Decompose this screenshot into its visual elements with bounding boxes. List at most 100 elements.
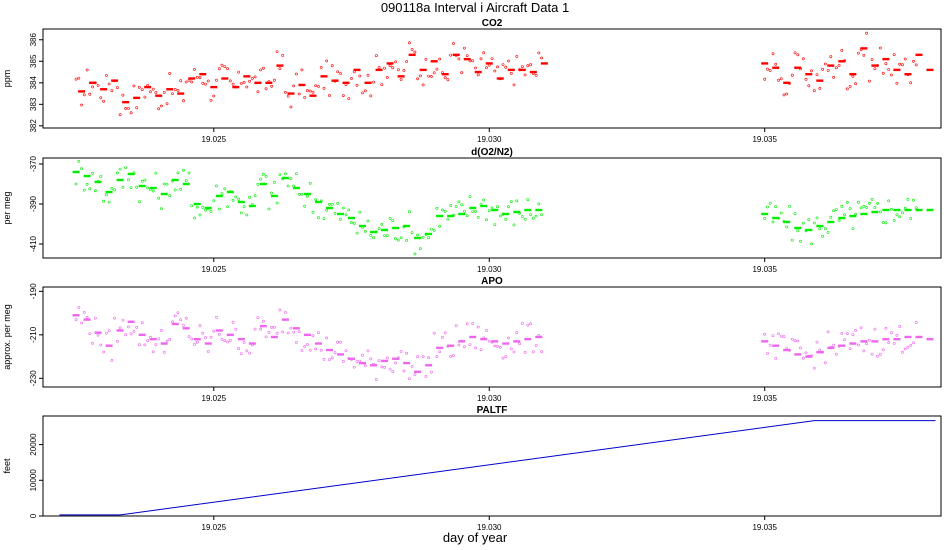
data-point — [173, 88, 177, 91]
data-point — [815, 216, 819, 220]
data-point — [347, 97, 351, 101]
data-point — [507, 336, 510, 340]
data-point — [333, 211, 337, 215]
data-point — [198, 76, 202, 80]
data-point — [253, 75, 257, 79]
data-point — [289, 177, 293, 181]
data-point — [537, 202, 541, 206]
data-point — [171, 92, 174, 96]
data-point — [275, 50, 279, 54]
y-tick-label: -190 — [29, 283, 38, 300]
data-point — [460, 203, 464, 207]
data-point — [113, 316, 117, 320]
data-point — [501, 63, 505, 67]
data-point — [391, 219, 395, 223]
data-point — [361, 91, 364, 95]
data-point — [490, 206, 494, 210]
data-point — [766, 205, 769, 209]
data-point — [449, 53, 453, 57]
data-point — [768, 69, 772, 72]
data-point — [862, 53, 866, 57]
data-point — [223, 339, 227, 343]
data-point — [815, 73, 819, 77]
data-point — [399, 78, 403, 81]
data-point — [226, 67, 230, 71]
data-point — [347, 208, 351, 212]
data-point — [171, 320, 174, 324]
data-point — [237, 347, 241, 351]
data-point — [906, 345, 910, 349]
data-point — [140, 88, 144, 92]
data-point — [526, 323, 530, 327]
data-point — [515, 55, 519, 58]
data-point — [91, 341, 95, 345]
data-point — [840, 332, 844, 335]
data-point — [540, 213, 544, 217]
data-point — [457, 57, 461, 61]
data-point — [305, 89, 309, 93]
data-point — [848, 207, 852, 211]
data-point — [529, 322, 533, 326]
data-point — [314, 347, 318, 351]
data-point — [250, 77, 254, 80]
data-point — [82, 93, 86, 97]
data-point — [259, 68, 263, 72]
data-point — [396, 238, 400, 242]
data-point — [308, 89, 312, 93]
data-point — [264, 87, 268, 91]
data-point — [212, 329, 216, 333]
y-tick-label: 384 — [29, 76, 38, 90]
data-point — [507, 59, 510, 63]
data-point — [283, 91, 287, 94]
data-point — [253, 194, 257, 198]
data-point — [884, 326, 888, 330]
data-point — [870, 197, 874, 201]
data-point — [914, 206, 918, 210]
data-point — [912, 198, 915, 202]
data-point — [807, 84, 811, 88]
data-point — [485, 66, 488, 70]
data-point — [498, 345, 502, 349]
data-point — [126, 107, 130, 110]
data-point — [851, 333, 855, 337]
data-point — [385, 234, 389, 238]
data-point — [96, 333, 100, 337]
data-point — [785, 92, 789, 96]
data-point — [482, 198, 486, 202]
data-point — [432, 71, 436, 75]
data-point — [540, 56, 544, 60]
data-point — [261, 319, 265, 323]
data-point — [374, 378, 378, 381]
data-point — [873, 67, 877, 71]
data-point — [782, 335, 786, 339]
data-point — [476, 215, 480, 219]
data-point — [779, 211, 783, 215]
data-point — [223, 65, 227, 69]
data-point — [305, 194, 309, 198]
data-point — [93, 189, 97, 193]
data-point — [887, 341, 891, 344]
data-point — [129, 111, 133, 115]
data-point — [793, 339, 797, 343]
data-point — [427, 356, 431, 360]
data-point — [350, 221, 353, 225]
data-point — [879, 352, 882, 356]
data-point — [93, 316, 97, 320]
data-point — [823, 62, 827, 66]
data-point — [429, 227, 433, 231]
data-point — [840, 49, 844, 52]
data-point — [80, 167, 84, 171]
data-point — [369, 94, 373, 98]
data-point — [840, 204, 844, 208]
data-point — [843, 338, 847, 342]
data-point — [179, 79, 183, 83]
data-point — [201, 81, 205, 85]
data-point — [176, 171, 180, 175]
data-point — [454, 324, 458, 328]
data-point — [424, 375, 428, 378]
data-point — [418, 247, 422, 251]
data-point — [168, 194, 172, 198]
data-point — [799, 239, 802, 243]
data-point — [394, 361, 398, 365]
